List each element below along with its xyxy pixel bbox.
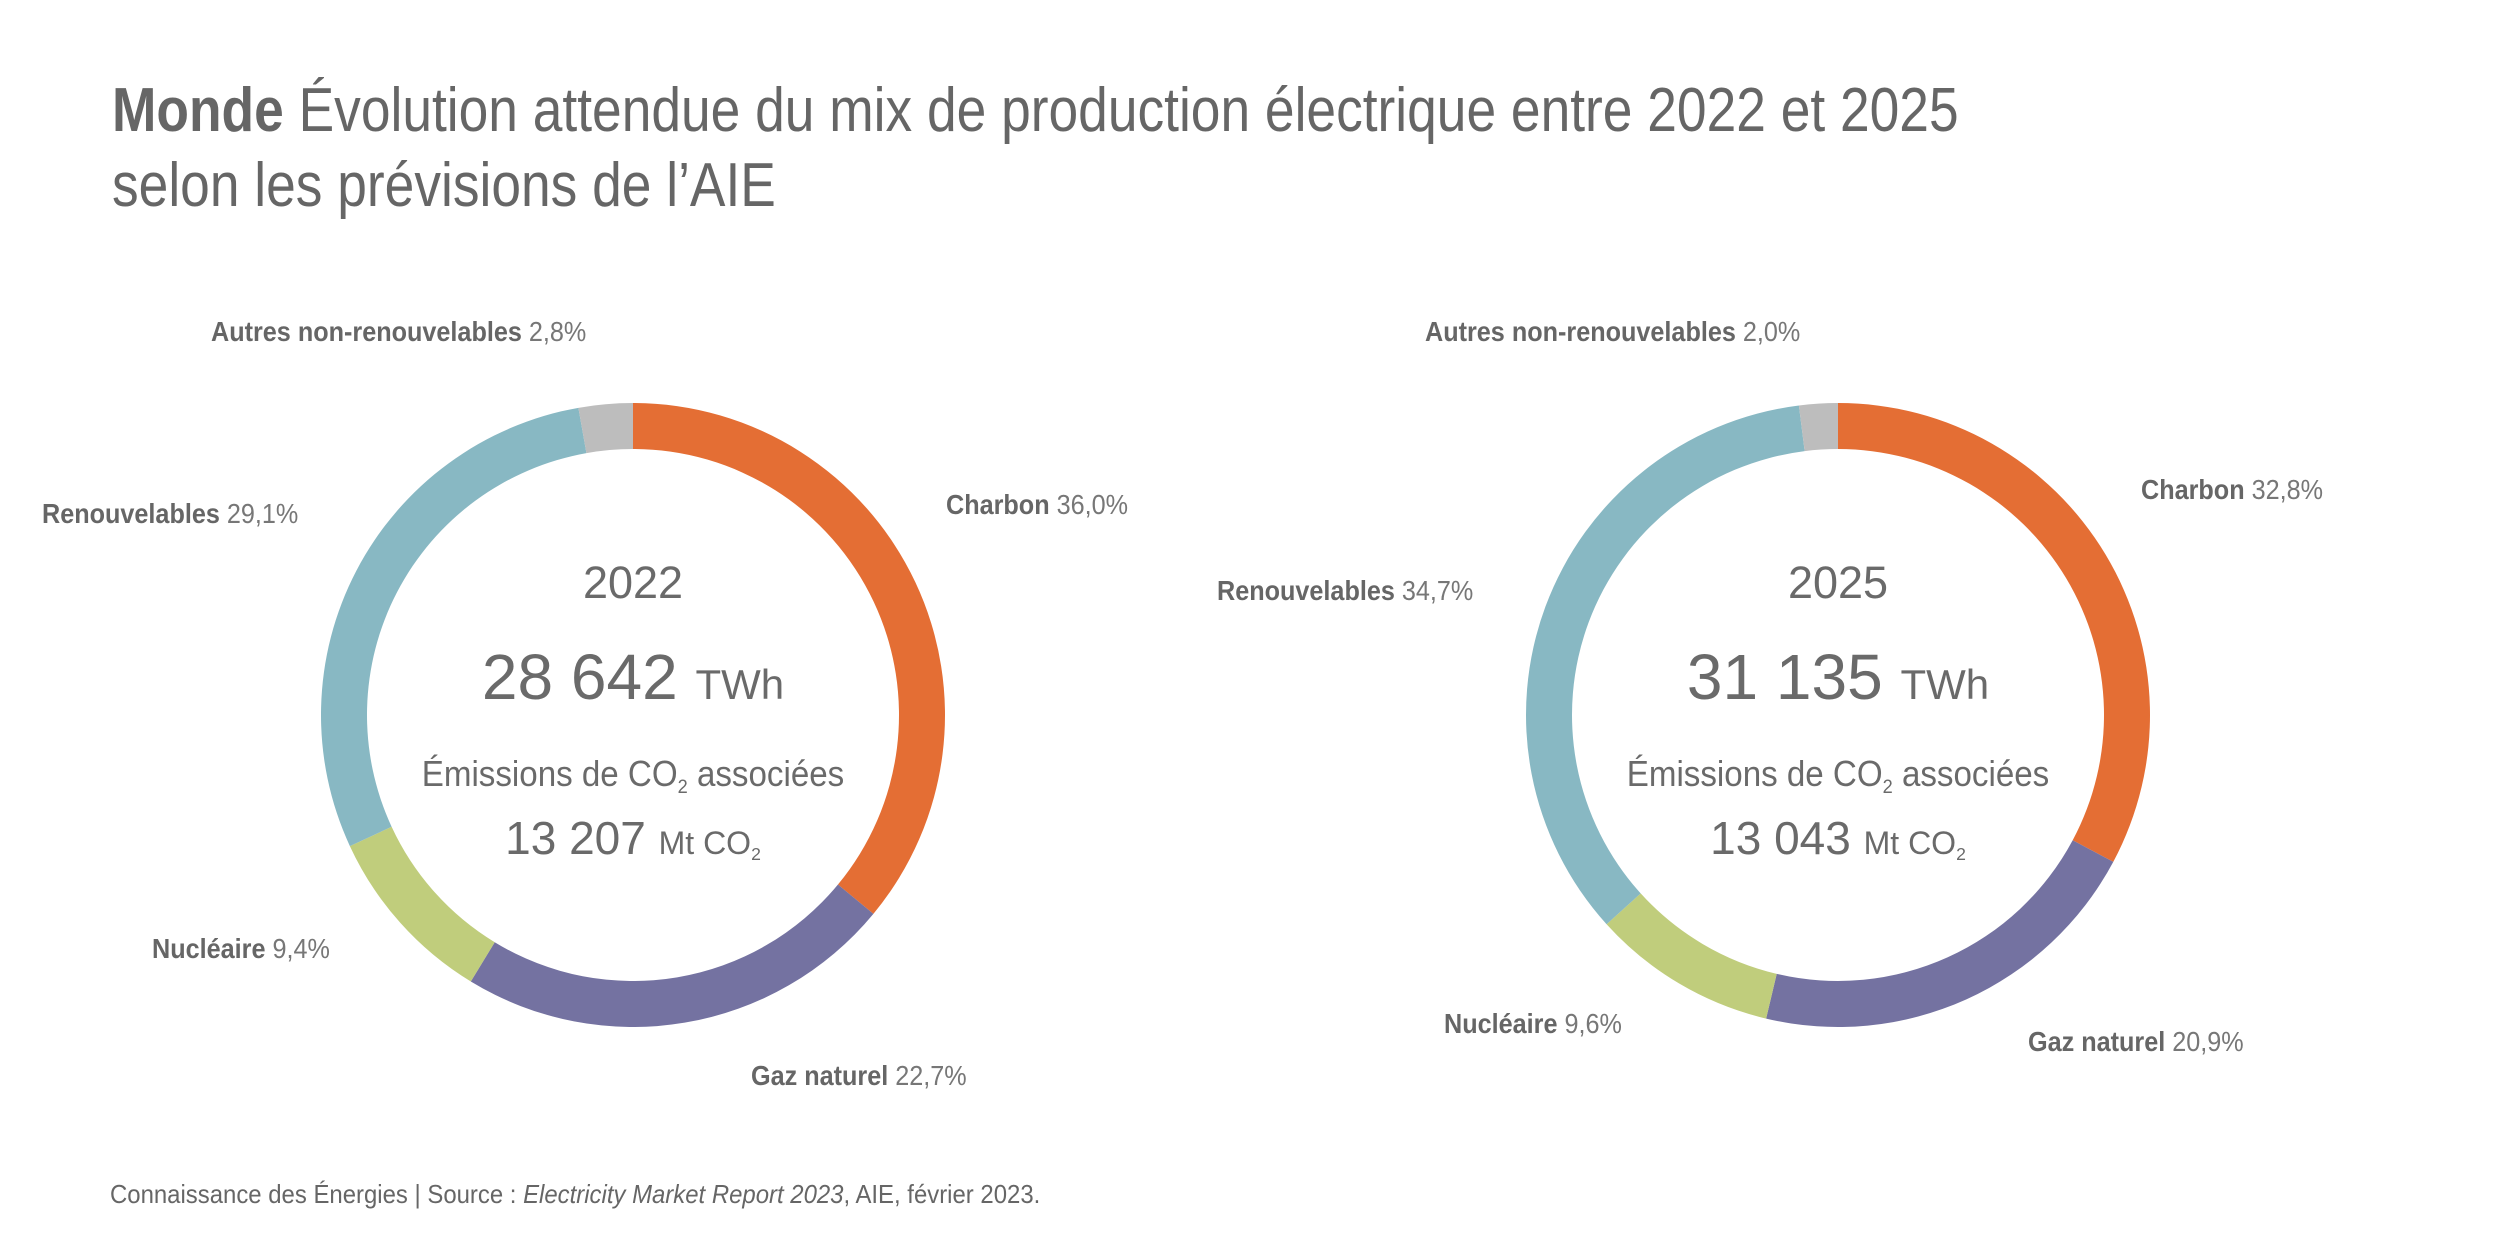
footer-publisher-date: , AIE, février 2023. bbox=[843, 1179, 1041, 1209]
center-emissions-label-2022: Émissions de CO2 associées bbox=[394, 753, 872, 797]
emissions-label-sub: 2 bbox=[1882, 775, 1893, 798]
label-2025-autres: Autres non-renouvelables 2,0% bbox=[1425, 318, 1800, 346]
total-unit: TWh bbox=[1900, 661, 1990, 708]
emissions-value: 13 207 bbox=[505, 812, 646, 864]
label-name: Renouvelables bbox=[42, 498, 220, 529]
label-2025-charbon: Charbon 32,8% bbox=[2141, 476, 2323, 504]
donut-segment-autres-non-renouvelables bbox=[578, 403, 633, 454]
label-2025-nucleaire: Nucléaire 9,6% bbox=[1444, 1010, 1622, 1038]
label-name: Charbon bbox=[946, 489, 1050, 520]
emissions-label-post: associées bbox=[1892, 753, 2050, 794]
year-label: 2022 bbox=[582, 557, 684, 608]
label-value: 36,0% bbox=[1056, 489, 1129, 520]
label-value: 22,7% bbox=[895, 1060, 967, 1091]
donut-segment-charbon bbox=[1838, 403, 2150, 862]
donut-2022 bbox=[321, 403, 946, 1028]
label-name: Renouvelables bbox=[1217, 575, 1395, 606]
label-name: Autres non-renouvelables bbox=[211, 316, 522, 347]
emissions-label: Émissions de CO bbox=[421, 753, 678, 794]
label-name: Gaz naturel bbox=[2028, 1026, 2166, 1057]
center-emissions-value-2025: 13 043 Mt CO2 bbox=[1578, 815, 2098, 866]
donut-segment-renouvelables bbox=[1526, 405, 1805, 925]
center-emissions-value-2022: 13 207 Mt CO2 bbox=[373, 815, 893, 866]
label-2022-charbon: Charbon 36,0% bbox=[946, 491, 1128, 519]
label-2022-nucleaire: Nucléaire 9,4% bbox=[152, 935, 330, 963]
donut-2025 bbox=[1526, 403, 2150, 1027]
center-year-2022: 2022 bbox=[373, 560, 893, 605]
center-emissions-label-2025: Émissions de CO2 associées bbox=[1599, 753, 2077, 797]
emissions-unit: Mt CO bbox=[658, 825, 752, 861]
label-2025-renouvelables: Renouvelables 34,7% bbox=[1217, 577, 1473, 605]
label-2022-autres: Autres non-renouvelables 2,8% bbox=[211, 318, 586, 346]
label-value: 2,8% bbox=[528, 316, 587, 347]
chart-title-region: Monde bbox=[112, 76, 284, 145]
chart-title-line-2: selon les prévisions de l’AIE bbox=[112, 151, 776, 220]
chart-title-line-1: Monde Évolution attendue du mix de produ… bbox=[112, 80, 1959, 142]
emissions-unit: Mt CO bbox=[1863, 825, 1957, 861]
label-value: 32,8% bbox=[2251, 474, 2324, 505]
donut-segment-nucléaire bbox=[349, 826, 495, 982]
label-value: 34,7% bbox=[1401, 575, 1474, 606]
center-total-2025: 31 135 TWh bbox=[1578, 645, 2098, 717]
donut-segment-gaz-naturel bbox=[470, 884, 874, 1028]
chart-title-text: Évolution attendue du mix de production … bbox=[298, 76, 1959, 145]
label-name: Autres non-renouvelables bbox=[1425, 316, 1736, 347]
emissions-value: 13 043 bbox=[1710, 812, 1851, 864]
center-year-2025: 2025 bbox=[1578, 560, 2098, 605]
donut-segment-charbon bbox=[633, 403, 946, 914]
label-name: Nucléaire bbox=[152, 933, 266, 964]
label-value: 20,9% bbox=[2172, 1026, 2244, 1057]
donut-segment-autres-non-renouvelables bbox=[1798, 403, 1838, 452]
label-2022-renouvelables: Renouvelables 29,1% bbox=[42, 500, 298, 528]
total-value: 31 135 bbox=[1686, 641, 1883, 713]
label-2022-gaz: Gaz naturel 22,7% bbox=[751, 1062, 967, 1090]
label-name: Gaz naturel bbox=[751, 1060, 889, 1091]
emissions-label-post: associées bbox=[687, 753, 845, 794]
label-value: 2,0% bbox=[1742, 316, 1801, 347]
label-2025-gaz: Gaz naturel 20,9% bbox=[2028, 1028, 2244, 1056]
label-value: 9,6% bbox=[1564, 1008, 1622, 1039]
emissions-label: Émissions de CO bbox=[1626, 753, 1883, 794]
label-value: 29,1% bbox=[226, 498, 299, 529]
donut-segment-nucléaire bbox=[1606, 893, 1777, 1019]
emissions-label-sub: 2 bbox=[677, 775, 688, 798]
donut-segment-renouvelables bbox=[321, 407, 587, 847]
year-label: 2025 bbox=[1787, 557, 1889, 608]
footer-credit: Connaissance des Énergies | Source : bbox=[110, 1179, 524, 1209]
emissions-unit-sub: 2 bbox=[1956, 844, 1966, 865]
source-footer: Connaissance des Énergies | Source : Ele… bbox=[110, 1181, 1040, 1207]
emissions-unit-sub: 2 bbox=[751, 844, 761, 865]
label-name: Nucléaire bbox=[1444, 1008, 1558, 1039]
donut-segment-gaz-naturel bbox=[1766, 840, 2114, 1027]
label-name: Charbon bbox=[2141, 474, 2245, 505]
center-total-2022: 28 642 TWh bbox=[373, 645, 893, 717]
total-unit: TWh bbox=[695, 661, 785, 708]
footer-report-title: Electricity Market Report 2023 bbox=[523, 1179, 844, 1209]
label-value: 9,4% bbox=[272, 933, 330, 964]
total-value: 28 642 bbox=[481, 641, 678, 713]
